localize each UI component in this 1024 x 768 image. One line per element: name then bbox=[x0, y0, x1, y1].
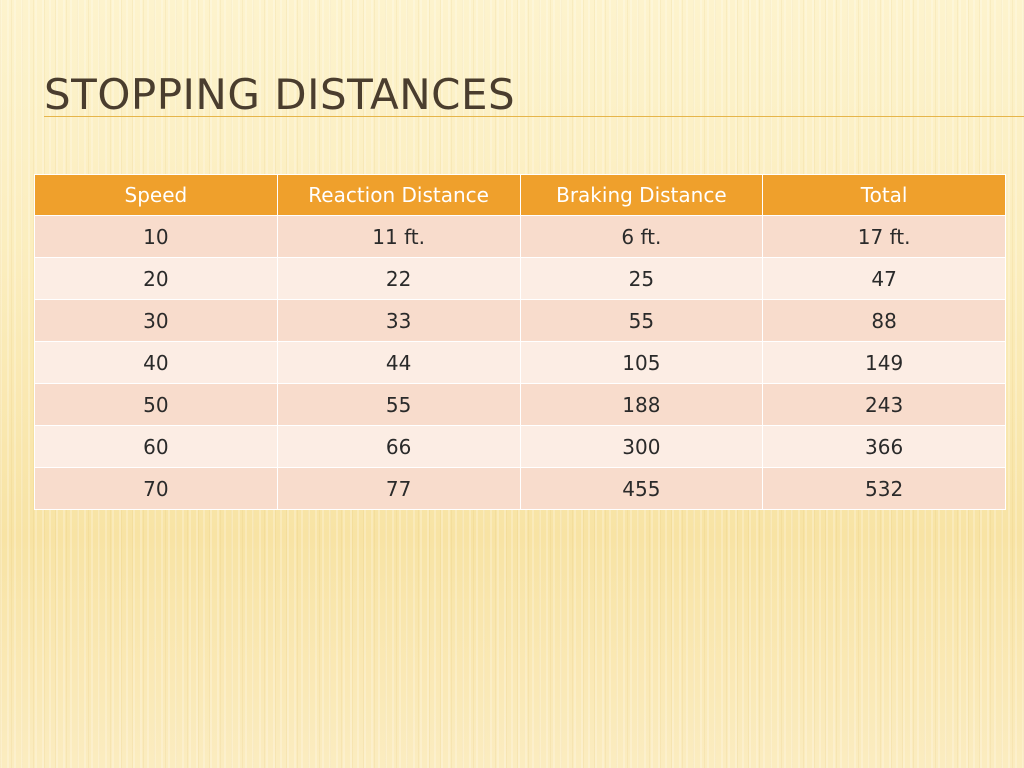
cell-braking-distance: 55 bbox=[519, 299, 764, 342]
header-braking-distance: Braking Distance bbox=[519, 174, 764, 216]
cell-total: 366 bbox=[762, 425, 1006, 468]
cell-reaction-distance: 44 bbox=[276, 341, 521, 384]
cell-speed: 10 bbox=[34, 215, 278, 258]
cell-reaction-distance: 66 bbox=[276, 425, 521, 468]
stopping-distances-table: Speed Reaction Distance Braking Distance… bbox=[34, 174, 1006, 510]
table-row: 10 11 ft. 6 ft. 17 ft. bbox=[34, 215, 1006, 258]
cell-speed: 50 bbox=[34, 383, 278, 426]
title-underline bbox=[44, 116, 1024, 117]
cell-reaction-distance: 33 bbox=[276, 299, 521, 342]
table-row: 60 66 300 366 bbox=[34, 425, 1006, 468]
cell-speed: 70 bbox=[34, 467, 278, 510]
cell-braking-distance: 188 bbox=[519, 383, 764, 426]
slide-title: STOPPING DISTANCES bbox=[44, 70, 516, 119]
cell-total: 47 bbox=[762, 257, 1006, 300]
cell-braking-distance: 25 bbox=[519, 257, 764, 300]
header-total: Total bbox=[762, 174, 1006, 216]
table-row: 50 55 188 243 bbox=[34, 383, 1006, 426]
cell-braking-distance: 455 bbox=[519, 467, 764, 510]
table-row: 30 33 55 88 bbox=[34, 299, 1006, 342]
cell-total: 532 bbox=[762, 467, 1006, 510]
cell-speed: 20 bbox=[34, 257, 278, 300]
cell-reaction-distance: 55 bbox=[276, 383, 521, 426]
table-row: 70 77 455 532 bbox=[34, 467, 1006, 510]
cell-speed: 40 bbox=[34, 341, 278, 384]
header-reaction-distance: Reaction Distance bbox=[276, 174, 521, 216]
cell-braking-distance: 300 bbox=[519, 425, 764, 468]
cell-braking-distance: 105 bbox=[519, 341, 764, 384]
cell-braking-distance: 6 ft. bbox=[519, 215, 764, 258]
table-row: 20 22 25 47 bbox=[34, 257, 1006, 300]
cell-reaction-distance: 77 bbox=[276, 467, 521, 510]
header-speed: Speed bbox=[34, 174, 278, 216]
cell-reaction-distance: 11 ft. bbox=[276, 215, 521, 258]
cell-speed: 30 bbox=[34, 299, 278, 342]
cell-speed: 60 bbox=[34, 425, 278, 468]
table-row: 40 44 105 149 bbox=[34, 341, 1006, 384]
cell-total: 88 bbox=[762, 299, 1006, 342]
cell-total: 149 bbox=[762, 341, 1006, 384]
cell-total: 243 bbox=[762, 383, 1006, 426]
table-header-row: Speed Reaction Distance Braking Distance… bbox=[34, 174, 1006, 216]
cell-total: 17 ft. bbox=[762, 215, 1006, 258]
cell-reaction-distance: 22 bbox=[276, 257, 521, 300]
